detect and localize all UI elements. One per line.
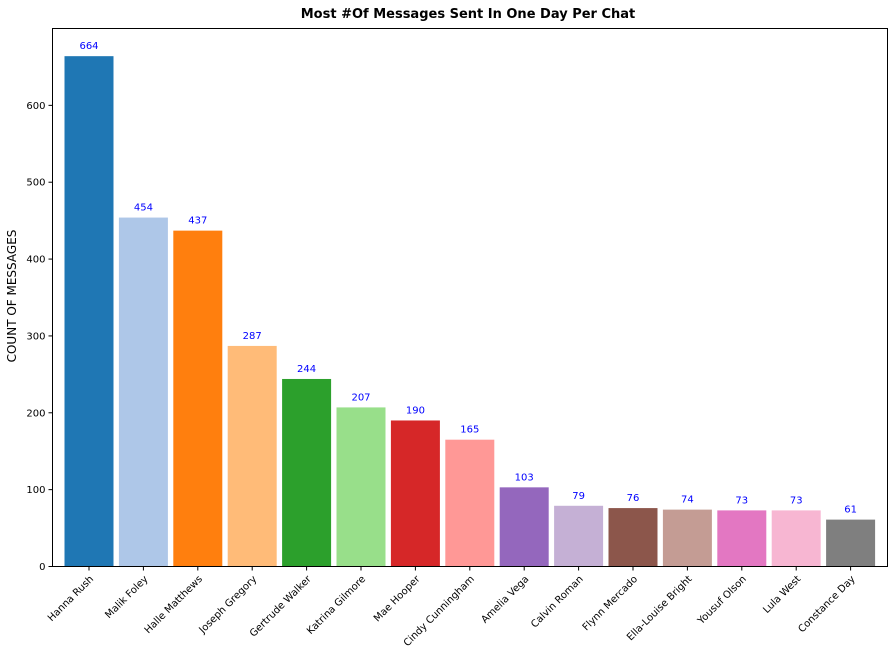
- x-tick-label: Joseph Gregory: [197, 574, 260, 637]
- data-label: 165: [460, 425, 479, 436]
- y-tick-label: 600: [26, 101, 45, 112]
- y-tick-label: 300: [26, 331, 45, 342]
- y-tick-label: 500: [26, 178, 45, 189]
- data-label: 190: [406, 405, 425, 416]
- bar: [227, 345, 277, 567]
- bars-group: 664 454 437 287 244 207 190 165 103 79 76 74 73 73 61: [64, 41, 876, 567]
- chart-title: Most #Of Messages Sent In One Day Per Ch…: [301, 7, 636, 22]
- bar: [662, 509, 712, 567]
- x-tick-label: Yousuf Olson: [695, 574, 749, 628]
- plot-frame: [52, 28, 888, 567]
- data-label: 103: [515, 472, 534, 483]
- x-tick-label: Mae Hooper: [372, 573, 423, 624]
- data-label: 664: [79, 41, 98, 52]
- x-tick-label: Halle Matthews: [143, 574, 205, 636]
- data-label: 73: [790, 495, 803, 506]
- bar: [390, 420, 440, 567]
- x-tick-label: Katrina Gilmore: [305, 574, 368, 637]
- bar: [282, 378, 332, 567]
- x-tick-label: Malik Foley: [103, 574, 150, 621]
- y-axis-label: COUNT OF MESSAGES: [5, 230, 19, 363]
- bar: [608, 508, 658, 567]
- data-label: 207: [351, 392, 370, 403]
- y-tick-label: 400: [26, 255, 45, 266]
- bar: [336, 407, 386, 567]
- bar: [118, 217, 168, 567]
- bar: [64, 56, 114, 567]
- x-tick-label: Flynn Mercado: [581, 574, 640, 633]
- bar: [826, 519, 876, 567]
- x-tick-label: Hanna Rush: [46, 574, 96, 624]
- bar: [499, 487, 549, 567]
- bar: [771, 510, 821, 567]
- bar: [554, 505, 604, 567]
- data-label: 79: [572, 491, 585, 502]
- data-label: 73: [735, 495, 748, 506]
- data-label: 244: [297, 364, 316, 375]
- y-tick-label: 0: [39, 562, 45, 573]
- y-tick-label: 100: [26, 485, 45, 496]
- data-label: 76: [627, 493, 640, 504]
- data-label: 287: [243, 331, 262, 342]
- data-label: 454: [134, 203, 153, 214]
- y-axis-ticks: 0 100 200 300 400 500 600: [26, 101, 53, 573]
- y-tick-label: 200: [26, 408, 45, 419]
- bar: [445, 439, 495, 567]
- data-label: 61: [844, 505, 857, 516]
- bar: [717, 510, 767, 567]
- x-tick-label: Lula West: [761, 574, 803, 616]
- bar: [173, 230, 223, 567]
- x-tick-label: Calvin Roman: [529, 574, 586, 631]
- data-label: 437: [188, 216, 207, 227]
- data-label: 74: [681, 495, 694, 506]
- x-tick-label: Constance Day: [796, 574, 857, 635]
- x-tick-label: Amelia Vega: [479, 574, 531, 626]
